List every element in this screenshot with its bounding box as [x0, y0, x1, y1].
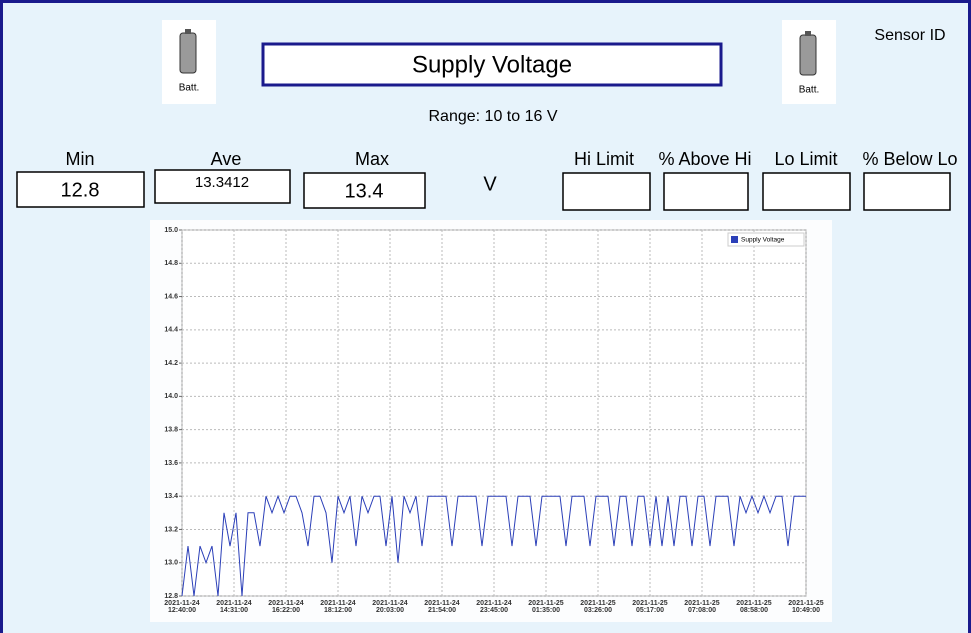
y-tick-label: 13.0 — [164, 560, 178, 567]
y-tick-label: 13.4 — [164, 493, 178, 500]
x-tick-label: 18:12:00 — [324, 607, 352, 614]
x-tick-label: 21:54:00 — [428, 607, 456, 614]
x-tick-label: 05:17:00 — [636, 607, 664, 614]
limit-box — [863, 172, 951, 211]
legend-label: Supply Voltage — [741, 237, 785, 244]
title: Supply Voltage — [412, 51, 572, 78]
x-tick-label: 2021-11-24 — [372, 600, 408, 607]
stat-label: Ave — [211, 149, 242, 169]
y-tick-label: 14.8 — [164, 260, 178, 267]
title-box — [261, 42, 723, 87]
x-tick-label: 2021-11-24 — [164, 600, 200, 607]
stat-value: 13.4 — [345, 180, 384, 202]
x-tick-label: 2021-11-25 — [788, 600, 824, 607]
x-tick-label: 2021-11-24 — [476, 600, 512, 607]
limit-label: Lo Limit — [774, 149, 837, 169]
x-tick-label: 2021-11-24 — [216, 600, 252, 607]
x-tick-label: 2021-11-25 — [580, 600, 616, 607]
y-tick-label: 15.0 — [164, 227, 178, 234]
x-tick-label: 10:49:00 — [792, 607, 820, 614]
limit-box — [762, 172, 851, 211]
y-tick-label: 13.2 — [164, 526, 178, 533]
x-tick-label: 2021-11-25 — [736, 600, 772, 607]
stat-value: 12.8 — [61, 179, 100, 201]
unit: V — [483, 173, 497, 195]
battery-label: Batt. — [179, 83, 200, 94]
x-tick-label: 2021-11-25 — [632, 600, 668, 607]
y-tick-label: 12.8 — [164, 593, 178, 600]
y-tick-label: 14.0 — [164, 393, 178, 400]
y-tick-label: 14.6 — [164, 293, 178, 300]
x-tick-label: 2021-11-24 — [424, 600, 460, 607]
chart: 12.8 13.0 13.2 13.4 13.6 13.8 14.0 14.2 14.4 14.6… — [164, 227, 824, 614]
y-tick-label: 13.6 — [164, 460, 178, 467]
limit-box — [663, 172, 749, 211]
battery-label: Batt. — [799, 85, 820, 96]
x-tick-label: 2021-11-25 — [528, 600, 564, 607]
limit-box — [562, 172, 651, 211]
battery-icon: Batt. — [782, 20, 836, 104]
x-tick-label: 16:22:00 — [272, 607, 300, 614]
x-tick-label: 08:58:00 — [740, 607, 768, 614]
x-tick-label: 03:26:00 — [584, 607, 612, 614]
x-tick-label: 14:31:00 — [220, 607, 248, 614]
x-tick-label: 2021-11-25 — [684, 600, 720, 607]
stat-label: Max — [355, 149, 389, 169]
data-line — [181, 494, 806, 597]
y-tick-label: 14.2 — [164, 360, 178, 367]
limit-label: % Above Hi — [658, 149, 751, 169]
plot-area — [181, 229, 807, 597]
legend-box — [727, 232, 805, 247]
y-tick-label: 14.4 — [164, 327, 178, 334]
x-tick-label: 2021-11-24 — [268, 600, 304, 607]
stat-box — [303, 172, 426, 209]
battery-icon: Batt. — [162, 20, 216, 104]
limit-label: % Below Lo — [862, 149, 957, 169]
stat-box — [16, 171, 145, 208]
stat-box — [154, 169, 291, 204]
y-tick-label: 13.8 — [164, 426, 178, 433]
legend-swatch — [731, 236, 738, 243]
stat-value: 13.3412 — [195, 174, 249, 191]
x-tick-label: 07:08:00 — [688, 607, 716, 614]
sensor-id-label: Sensor ID — [874, 27, 945, 44]
x-tick-label: 2021-11-24 — [320, 600, 356, 607]
range: Range: 10 to 16 V — [429, 108, 558, 125]
stat-label: Min — [65, 149, 94, 169]
x-tick-label: 12:40:00 — [168, 607, 196, 614]
x-tick-label: 01:35:00 — [532, 607, 560, 614]
limit-label: Hi Limit — [574, 149, 634, 169]
x-tick-label: 23:45:00 — [480, 607, 508, 614]
x-tick-label: 20:03:00 — [376, 607, 404, 614]
